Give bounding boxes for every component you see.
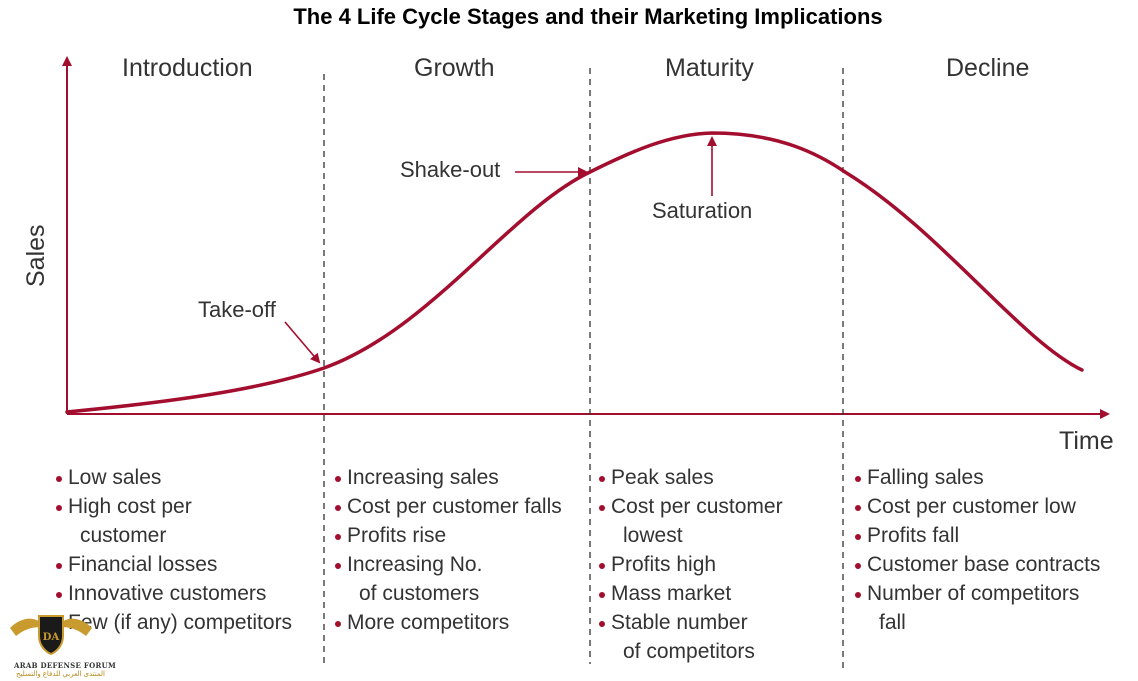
watermark-name: ARAB DEFENSE FORUM	[14, 661, 117, 670]
implication-text: Cost per customer	[611, 495, 783, 518]
implication-text: Mass market	[611, 582, 732, 605]
implication-item: Cost per customer lowest	[597, 492, 783, 550]
takeoff-arrow	[284, 321, 321, 364]
diagram-title: The 4 Life Cycle Stages and their Market…	[293, 4, 883, 29]
saturation-label: Saturation	[652, 198, 753, 223]
implication-item: Financial losses	[54, 550, 292, 579]
implication-text: Peak sales	[611, 466, 714, 489]
sales-curve	[65, 131, 1084, 414]
implication-text: Few (if any) competitors	[68, 611, 293, 634]
implication-item: Number of competitors fall	[853, 579, 1100, 637]
implication-text: Cost per customer low	[867, 495, 1076, 518]
introduction-implications: Low sales High cost per customer Financial …	[54, 463, 292, 637]
stage-maturity: Maturity	[665, 54, 754, 82]
implication-continuation: customer	[80, 524, 167, 547]
y-axis-label: Sales	[22, 224, 50, 287]
watermark-logo: DA ARAB DEFENSE FORUM المنتدى العربي للد…	[6, 606, 116, 678]
maturity-implications: Peak sales Cost per customer lowest Profits…	[597, 463, 783, 666]
implication-continuation: of competitors	[623, 640, 755, 663]
takeoff-label: Take-off	[198, 297, 276, 322]
implication-text: Number of competitors	[867, 582, 1080, 605]
watermark-arabic: المنتدى العربي للدفاع والتسليح	[16, 671, 105, 678]
implication-item: Stable number of competitors	[597, 608, 783, 666]
implication-item: High cost per customer	[54, 492, 292, 550]
implication-item: Falling sales	[853, 463, 1100, 492]
implication-continuation: of customers	[359, 582, 480, 605]
implication-text: Profits high	[611, 553, 717, 576]
implication-continuation: lowest	[623, 524, 683, 547]
implication-item: Profits rise	[333, 521, 562, 550]
implication-item: Profits high	[597, 550, 783, 579]
implication-text: Financial losses	[68, 553, 218, 576]
stage-growth: Growth	[414, 54, 495, 82]
implication-item: Cost per customer falls	[333, 492, 562, 521]
implication-item: Customer base contracts	[853, 550, 1100, 579]
implication-item: Innovative customers	[54, 579, 292, 608]
implication-item: Peak sales	[597, 463, 783, 492]
implication-text: Innovative customers	[68, 582, 267, 605]
implication-item: More competitors	[333, 608, 562, 637]
implication-text: High cost per	[68, 495, 192, 518]
implication-text: Profits fall	[867, 524, 960, 547]
implication-text: Stable number	[611, 611, 748, 634]
implication-text: Cost per customer falls	[347, 495, 562, 518]
implication-text: Customer base contracts	[867, 553, 1101, 576]
logo-initials: DA	[43, 632, 60, 643]
eagle-shield-icon: DA	[10, 615, 92, 656]
implication-text: Profits rise	[347, 524, 447, 547]
implication-text: Falling sales	[867, 466, 984, 489]
decline-implications: Falling sales Cost per customer low Profit…	[853, 463, 1100, 637]
implication-item: Low sales	[54, 463, 292, 492]
implication-item: Cost per customer low	[853, 492, 1100, 521]
implication-item: Increasing No. of customers	[333, 550, 562, 608]
implication-item: Increasing sales	[333, 463, 562, 492]
implication-text: Increasing sales	[347, 466, 499, 489]
implication-item: Mass market	[597, 579, 783, 608]
growth-implications: Increasing sales Cost per customer falls P…	[333, 463, 562, 637]
implication-text: Low sales	[68, 466, 162, 489]
implication-text: Increasing No.	[347, 553, 483, 576]
implication-text: More competitors	[347, 611, 510, 634]
implication-continuation: fall	[879, 611, 906, 634]
stage-introduction: Introduction	[122, 54, 253, 82]
x-axis-label: Time	[1059, 427, 1114, 455]
stage-decline: Decline	[946, 54, 1030, 82]
shakeout-label: Shake-out	[400, 157, 501, 182]
implication-item: Profits fall	[853, 521, 1100, 550]
